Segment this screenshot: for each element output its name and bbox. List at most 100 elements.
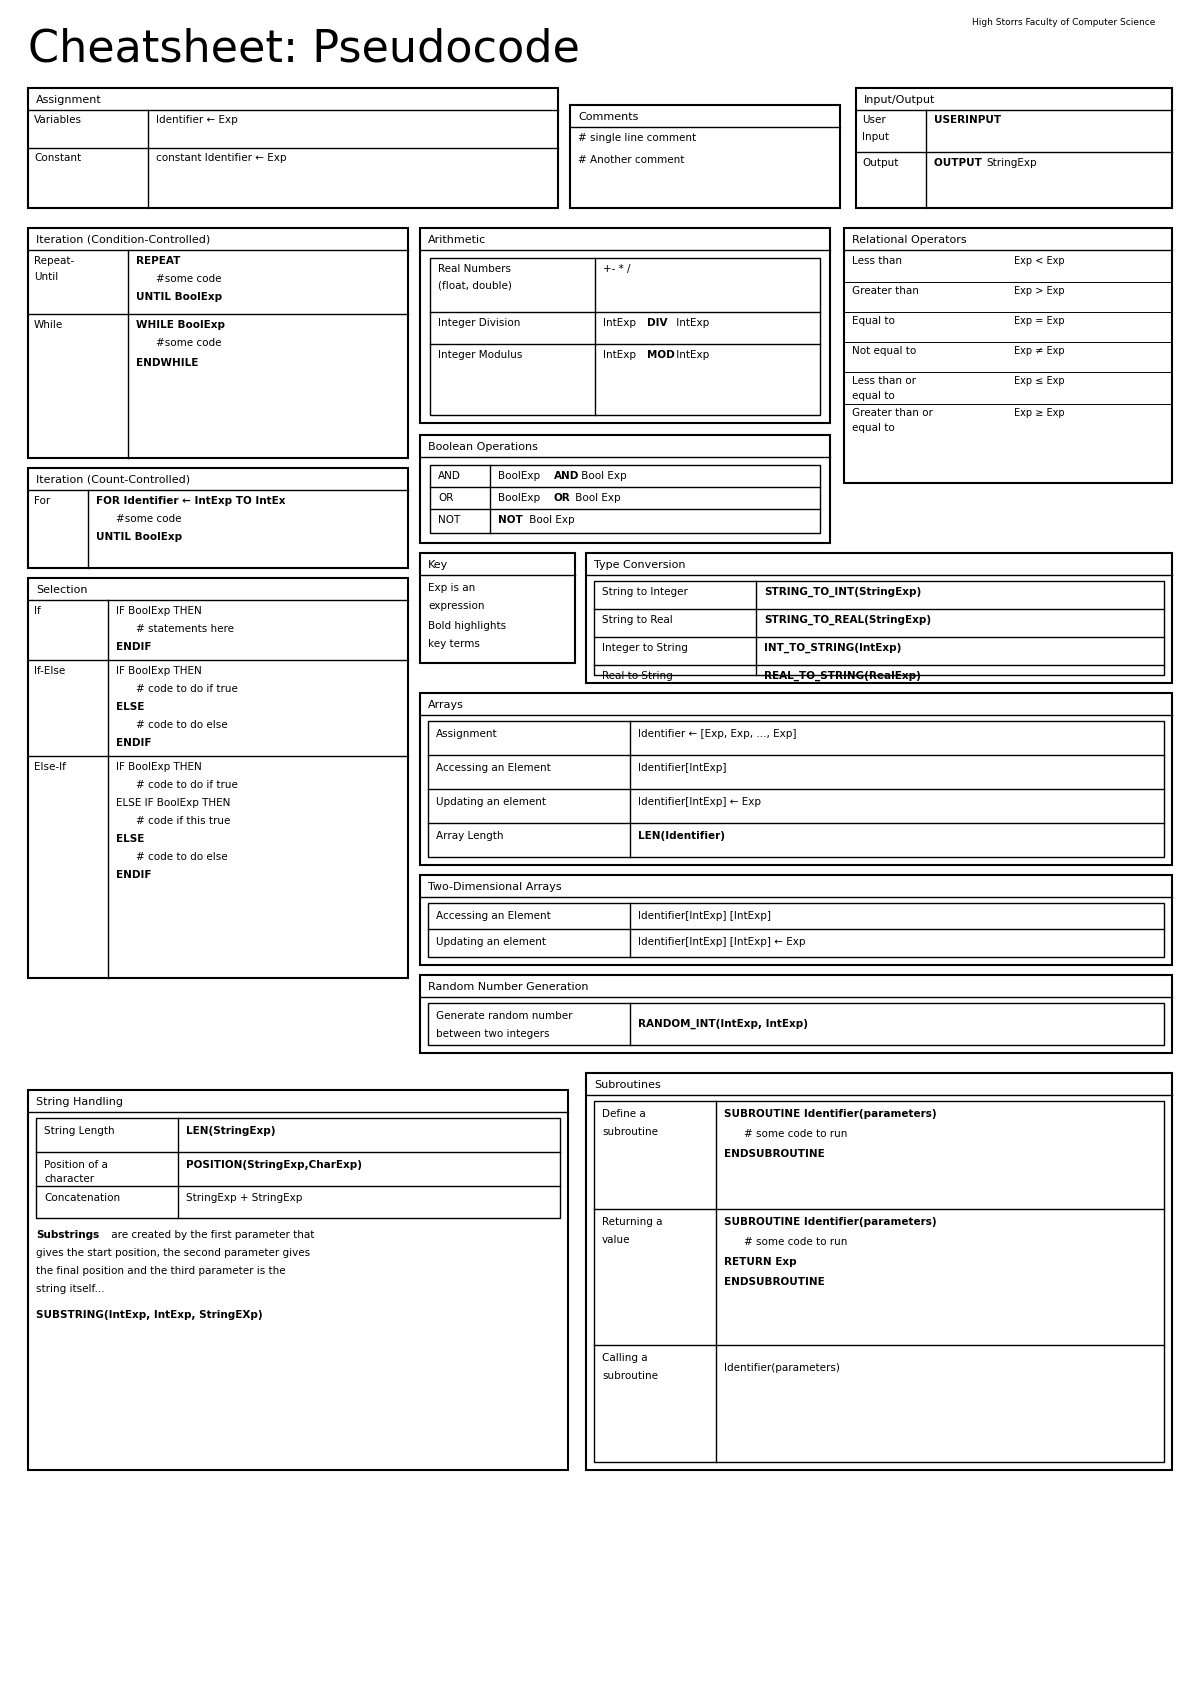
Text: Real Numbers: Real Numbers	[438, 265, 511, 275]
Text: ENDWHILE: ENDWHILE	[136, 358, 198, 368]
Text: Updating an element: Updating an element	[436, 797, 546, 807]
Text: IF BoolExp THEN: IF BoolExp THEN	[116, 667, 202, 677]
Text: Output: Output	[862, 158, 899, 168]
Text: Accessing an Element: Accessing an Element	[436, 763, 551, 773]
Text: ENDSUBROUTINE: ENDSUBROUTINE	[724, 1277, 824, 1287]
Text: # single line comment: # single line comment	[578, 132, 696, 142]
Text: # code if this true: # code if this true	[136, 816, 230, 826]
Text: REAL_TO_STRING(RealExp): REAL_TO_STRING(RealExp)	[764, 672, 920, 682]
Text: OUTPUT: OUTPUT	[934, 158, 985, 168]
Text: # code to do if true: # code to do if true	[136, 683, 238, 694]
Bar	[844, 227, 1172, 483]
Text: For: For	[34, 495, 50, 505]
Text: Returning a: Returning a	[602, 1218, 662, 1226]
Text: Substrings: Substrings	[36, 1230, 100, 1240]
Text: subroutine: subroutine	[602, 1370, 658, 1381]
Bar	[570, 105, 840, 209]
Text: STRING_TO_INT(StringExp): STRING_TO_INT(StringExp)	[764, 587, 922, 597]
Text: BoolExp: BoolExp	[498, 494, 544, 504]
Text: OR: OR	[438, 494, 454, 504]
Text: IntExp: IntExp	[604, 349, 640, 360]
Text: #some code: #some code	[156, 338, 222, 348]
Text: # some code to run: # some code to run	[744, 1130, 847, 1140]
Bar	[28, 227, 408, 458]
Text: string itself...: string itself...	[36, 1284, 104, 1294]
Text: Input/Output: Input/Output	[864, 95, 935, 105]
Text: Exp ≠ Exp: Exp ≠ Exp	[1014, 346, 1064, 356]
Text: INT_TO_STRING(IntExp): INT_TO_STRING(IntExp)	[764, 643, 901, 653]
Text: Input: Input	[862, 132, 889, 142]
Text: Random Number Generation: Random Number Generation	[428, 982, 588, 992]
Text: SUBROUTINE Identifier(parameters): SUBROUTINE Identifier(parameters)	[724, 1109, 937, 1119]
Text: Exp < Exp: Exp < Exp	[1014, 256, 1064, 266]
Text: character: character	[44, 1174, 94, 1184]
Text: #some code: #some code	[116, 514, 181, 524]
Bar	[586, 1074, 1172, 1470]
Text: UNTIL BoolExp: UNTIL BoolExp	[136, 292, 222, 302]
Text: LEN(StringExp): LEN(StringExp)	[186, 1126, 276, 1136]
Text: ELSE: ELSE	[116, 702, 144, 712]
Text: subroutine: subroutine	[602, 1128, 658, 1136]
Text: Generate random number: Generate random number	[436, 1011, 572, 1021]
Text: REPEAT: REPEAT	[136, 256, 180, 266]
Text: ENDIF: ENDIF	[116, 643, 151, 651]
Text: Comments: Comments	[578, 112, 638, 122]
Text: Bool Exp: Bool Exp	[526, 516, 575, 526]
Text: ENDIF: ENDIF	[116, 738, 151, 748]
Bar	[420, 434, 830, 543]
Text: are created by the first parameter that: are created by the first parameter that	[108, 1230, 314, 1240]
Text: +- * /: +- * /	[604, 265, 630, 275]
Text: String Handling: String Handling	[36, 1097, 124, 1107]
Text: String to Integer: String to Integer	[602, 587, 688, 597]
Bar	[428, 902, 1164, 957]
Text: Integer Division: Integer Division	[438, 319, 521, 327]
Text: LEN(Identifier): LEN(Identifier)	[638, 831, 725, 841]
Bar	[428, 1002, 1164, 1045]
Text: Boolean Operations: Boolean Operations	[428, 443, 538, 453]
Text: # Another comment: # Another comment	[578, 154, 684, 165]
Bar	[420, 694, 1172, 865]
Text: SUBSTRING(IntExp, IntExp, StringEXp): SUBSTRING(IntExp, IntExp, StringEXp)	[36, 1309, 263, 1319]
Text: Greater than or: Greater than or	[852, 409, 932, 417]
Text: equal to: equal to	[852, 392, 895, 400]
Text: Until: Until	[34, 271, 59, 282]
Text: Iteration (Condition-Controlled): Iteration (Condition-Controlled)	[36, 236, 210, 244]
Text: # code to do else: # code to do else	[136, 721, 228, 729]
Text: between two integers: between two integers	[436, 1029, 550, 1040]
Bar	[420, 975, 1172, 1053]
Text: Calling a: Calling a	[602, 1353, 648, 1364]
Text: Type Conversion: Type Conversion	[594, 560, 685, 570]
Text: DIV: DIV	[647, 319, 667, 327]
Text: RETURN Exp: RETURN Exp	[724, 1257, 797, 1267]
Text: Identifier[IntExp] [IntExp] ← Exp: Identifier[IntExp] [IntExp] ← Exp	[638, 936, 805, 946]
Text: IF BoolExp THEN: IF BoolExp THEN	[116, 762, 202, 772]
Text: SUBROUTINE Identifier(parameters): SUBROUTINE Identifier(parameters)	[724, 1218, 937, 1226]
Text: # some code to run: # some code to run	[744, 1236, 847, 1247]
Text: Cheatsheet: Pseudocode: Cheatsheet: Pseudocode	[28, 29, 580, 71]
Text: Exp = Exp: Exp = Exp	[1014, 315, 1064, 326]
Text: Else-If: Else-If	[34, 762, 66, 772]
Text: Greater than: Greater than	[852, 287, 919, 297]
Text: Two-Dimensional Arrays: Two-Dimensional Arrays	[428, 882, 562, 892]
Bar	[28, 1091, 568, 1470]
Text: Bool Exp: Bool Exp	[578, 471, 626, 482]
Text: Exp is an: Exp is an	[428, 583, 475, 594]
Bar	[28, 468, 408, 568]
Text: Key: Key	[428, 560, 449, 570]
Text: Less than or: Less than or	[852, 377, 916, 387]
Text: If: If	[34, 605, 41, 616]
Text: Bool Exp: Bool Exp	[572, 494, 620, 504]
Text: expression: expression	[428, 600, 485, 611]
Text: Exp ≥ Exp: Exp ≥ Exp	[1014, 409, 1064, 417]
Bar	[594, 1101, 1164, 1462]
Text: Equal to: Equal to	[852, 315, 895, 326]
Bar	[856, 88, 1172, 209]
Text: # code to do else: # code to do else	[136, 851, 228, 862]
Text: Integer to String: Integer to String	[602, 643, 688, 653]
Bar	[430, 258, 820, 416]
Text: Less than: Less than	[852, 256, 902, 266]
Text: Array Length: Array Length	[436, 831, 504, 841]
Text: Assignment: Assignment	[436, 729, 498, 739]
Text: equal to: equal to	[852, 422, 895, 432]
Text: BoolExp: BoolExp	[498, 471, 544, 482]
